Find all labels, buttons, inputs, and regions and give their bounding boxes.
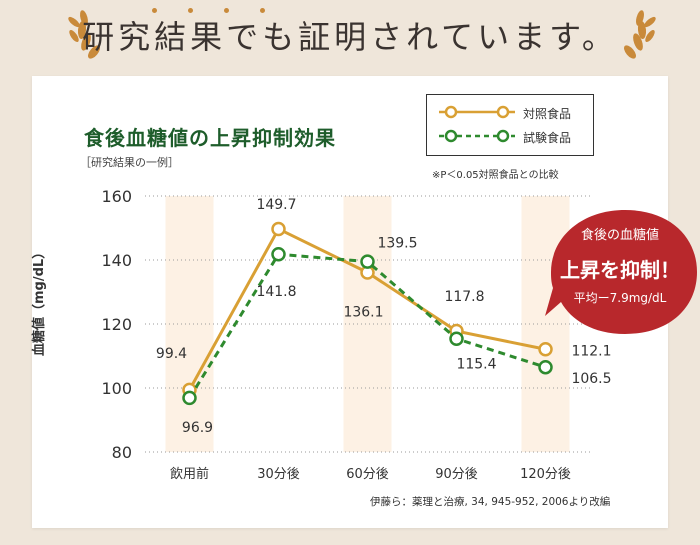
legend-label-test: 試験食品 bbox=[523, 131, 572, 145]
data-label: 149.7 bbox=[256, 197, 296, 213]
source-citation: 伊藤ら：薬理と治療, 34, 945-952, 2006より改編 bbox=[370, 496, 611, 508]
right-laurel-icon bbox=[624, 10, 656, 59]
data-point bbox=[271, 246, 286, 262]
category-band bbox=[343, 196, 392, 452]
x-tick-label: 120分後 bbox=[520, 467, 571, 482]
data-point bbox=[182, 390, 197, 406]
data-point bbox=[360, 254, 375, 269]
data-point bbox=[538, 342, 553, 357]
callout-headline: 上昇を抑制！ bbox=[560, 258, 680, 282]
data-point bbox=[538, 359, 553, 375]
data-label: 117.8 bbox=[444, 289, 484, 305]
data-label: 139.5 bbox=[377, 236, 417, 252]
data-label: 141.8 bbox=[256, 284, 296, 300]
left-laurel-icon bbox=[68, 10, 100, 59]
callout-badge bbox=[545, 210, 697, 334]
y-tick-label: 80 bbox=[112, 443, 132, 462]
callout-average: 平均ー7.9mg/dL bbox=[573, 291, 667, 305]
chart-legend: 対照食品 試験食品 bbox=[426, 94, 594, 156]
legend-label-control: 対照食品 bbox=[523, 107, 572, 121]
y-tick-label: 140 bbox=[101, 251, 132, 270]
data-label: 96.9 bbox=[182, 420, 213, 436]
data-point bbox=[271, 221, 286, 237]
x-tick-label: 60分後 bbox=[346, 467, 389, 482]
chart-title: 食後血糖値の上昇抑制効果 bbox=[84, 126, 336, 150]
x-tick-label: 90分後 bbox=[435, 467, 478, 482]
data-label: 99.4 bbox=[156, 346, 187, 362]
banner: 研究結果でも証明されています。 bbox=[0, 0, 700, 70]
y-tick-label: 160 bbox=[101, 187, 132, 206]
data-point bbox=[449, 331, 464, 346]
y-tick-label: 100 bbox=[101, 379, 132, 398]
y-tick-label: 120 bbox=[101, 315, 132, 334]
data-label: 115.4 bbox=[456, 357, 496, 373]
data-label: 106.5 bbox=[571, 371, 611, 387]
banner-title: 研究結果でも証明されています。 bbox=[82, 18, 618, 56]
legend-item-control: 対照食品 bbox=[437, 103, 587, 123]
legend-swatch-test bbox=[439, 129, 515, 143]
legend-swatch-control bbox=[439, 105, 515, 119]
significance-note: ※P＜0.05対照食品との比較 bbox=[432, 170, 559, 181]
data-label: 136.1 bbox=[343, 304, 383, 320]
legend-item-test: 試験食品 bbox=[437, 127, 587, 147]
data-label: 112.1 bbox=[571, 343, 611, 359]
x-tick-label: 飲用前 bbox=[170, 466, 209, 482]
chart-subtitle: ［研究結果の一例］ bbox=[80, 156, 179, 169]
callout-line1: 食後の血糖値 bbox=[580, 228, 659, 243]
x-tick-label: 30分後 bbox=[257, 467, 300, 482]
emphasis-dots bbox=[0, 8, 700, 14]
